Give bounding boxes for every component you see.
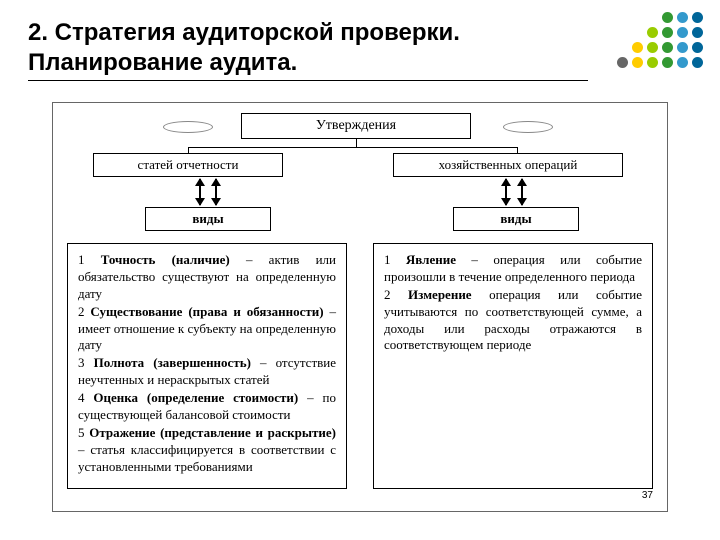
list-item: 4 Оценка (определение стоимости) – по су… <box>78 390 336 424</box>
box-types-left: виды <box>145 207 271 231</box>
dot-icon <box>677 42 688 53</box>
list-item: 2 Измерение операция или событие учитыва… <box>384 287 642 355</box>
dot-icon <box>617 27 628 38</box>
dot-icon <box>617 87 628 98</box>
dot-icon <box>617 12 628 23</box>
dot-icon <box>647 87 658 98</box>
dot-icon <box>647 27 658 38</box>
column-right-content: 1 Явление – операция или событие произош… <box>373 243 653 489</box>
diagram-container: Утверждения статей отчетности хозяйствен… <box>52 102 668 512</box>
arrow-right-1 <box>505 179 507 205</box>
dot-icon <box>692 57 703 68</box>
dot-icon <box>677 27 688 38</box>
dot-icon <box>617 42 628 53</box>
box-operations: хозяйственных операций <box>393 153 623 177</box>
dot-icon <box>647 12 658 23</box>
dot-icon <box>647 72 658 83</box>
list-item: 3 Полнота (завершенность) – отсутствие н… <box>78 355 336 389</box>
dot-icon <box>632 42 643 53</box>
corner-dots-decoration <box>617 12 704 99</box>
dot-icon <box>662 87 673 98</box>
dot-icon <box>692 87 703 98</box>
dot-icon <box>677 57 688 68</box>
connector-line <box>188 147 518 148</box>
dot-icon <box>677 87 688 98</box>
list-item: 5 Отражение (представление и раскрытие) … <box>78 425 336 476</box>
dot-icon <box>632 12 643 23</box>
dot-icon <box>662 57 673 68</box>
dot-icon <box>662 42 673 53</box>
arrow-left-1 <box>199 179 201 205</box>
box-statements: статей отчетности <box>93 153 283 177</box>
dot-icon <box>617 57 628 68</box>
slide-title: 2. Стратегия аудиторской проверки. Плани… <box>28 18 588 78</box>
list-item: 1 Точность (наличие) – актив или обязате… <box>78 252 336 303</box>
dot-icon <box>632 27 643 38</box>
dot-icon <box>692 12 703 23</box>
ellipse-icon-left <box>163 121 213 133</box>
dot-icon <box>647 57 658 68</box>
list-item: 2 Существование (права и обязанности) – … <box>78 304 336 355</box>
dot-icon <box>692 27 703 38</box>
dot-icon <box>647 42 658 53</box>
page-number: 37 <box>642 490 653 501</box>
dot-icon <box>692 42 703 53</box>
dot-icon <box>662 12 673 23</box>
connector-line-v-center <box>356 139 357 147</box>
dot-icon <box>677 72 688 83</box>
dot-icon <box>662 27 673 38</box>
dot-icon <box>692 72 703 83</box>
dot-icon <box>677 12 688 23</box>
column-left-content: 1 Точность (наличие) – актив или обязате… <box>67 243 347 489</box>
dot-icon <box>617 72 628 83</box>
dot-icon <box>662 72 673 83</box>
dot-icon <box>632 57 643 68</box>
title-underline <box>28 80 588 81</box>
dot-icon <box>632 72 643 83</box>
dot-icon <box>632 87 643 98</box>
ellipse-icon-right <box>503 121 553 133</box>
box-assertions: Утверждения <box>241 113 471 139</box>
box-types-right: виды <box>453 207 579 231</box>
list-item: 1 Явление – операция или событие произош… <box>384 252 642 286</box>
arrow-left-2 <box>215 179 217 205</box>
arrow-right-2 <box>521 179 523 205</box>
